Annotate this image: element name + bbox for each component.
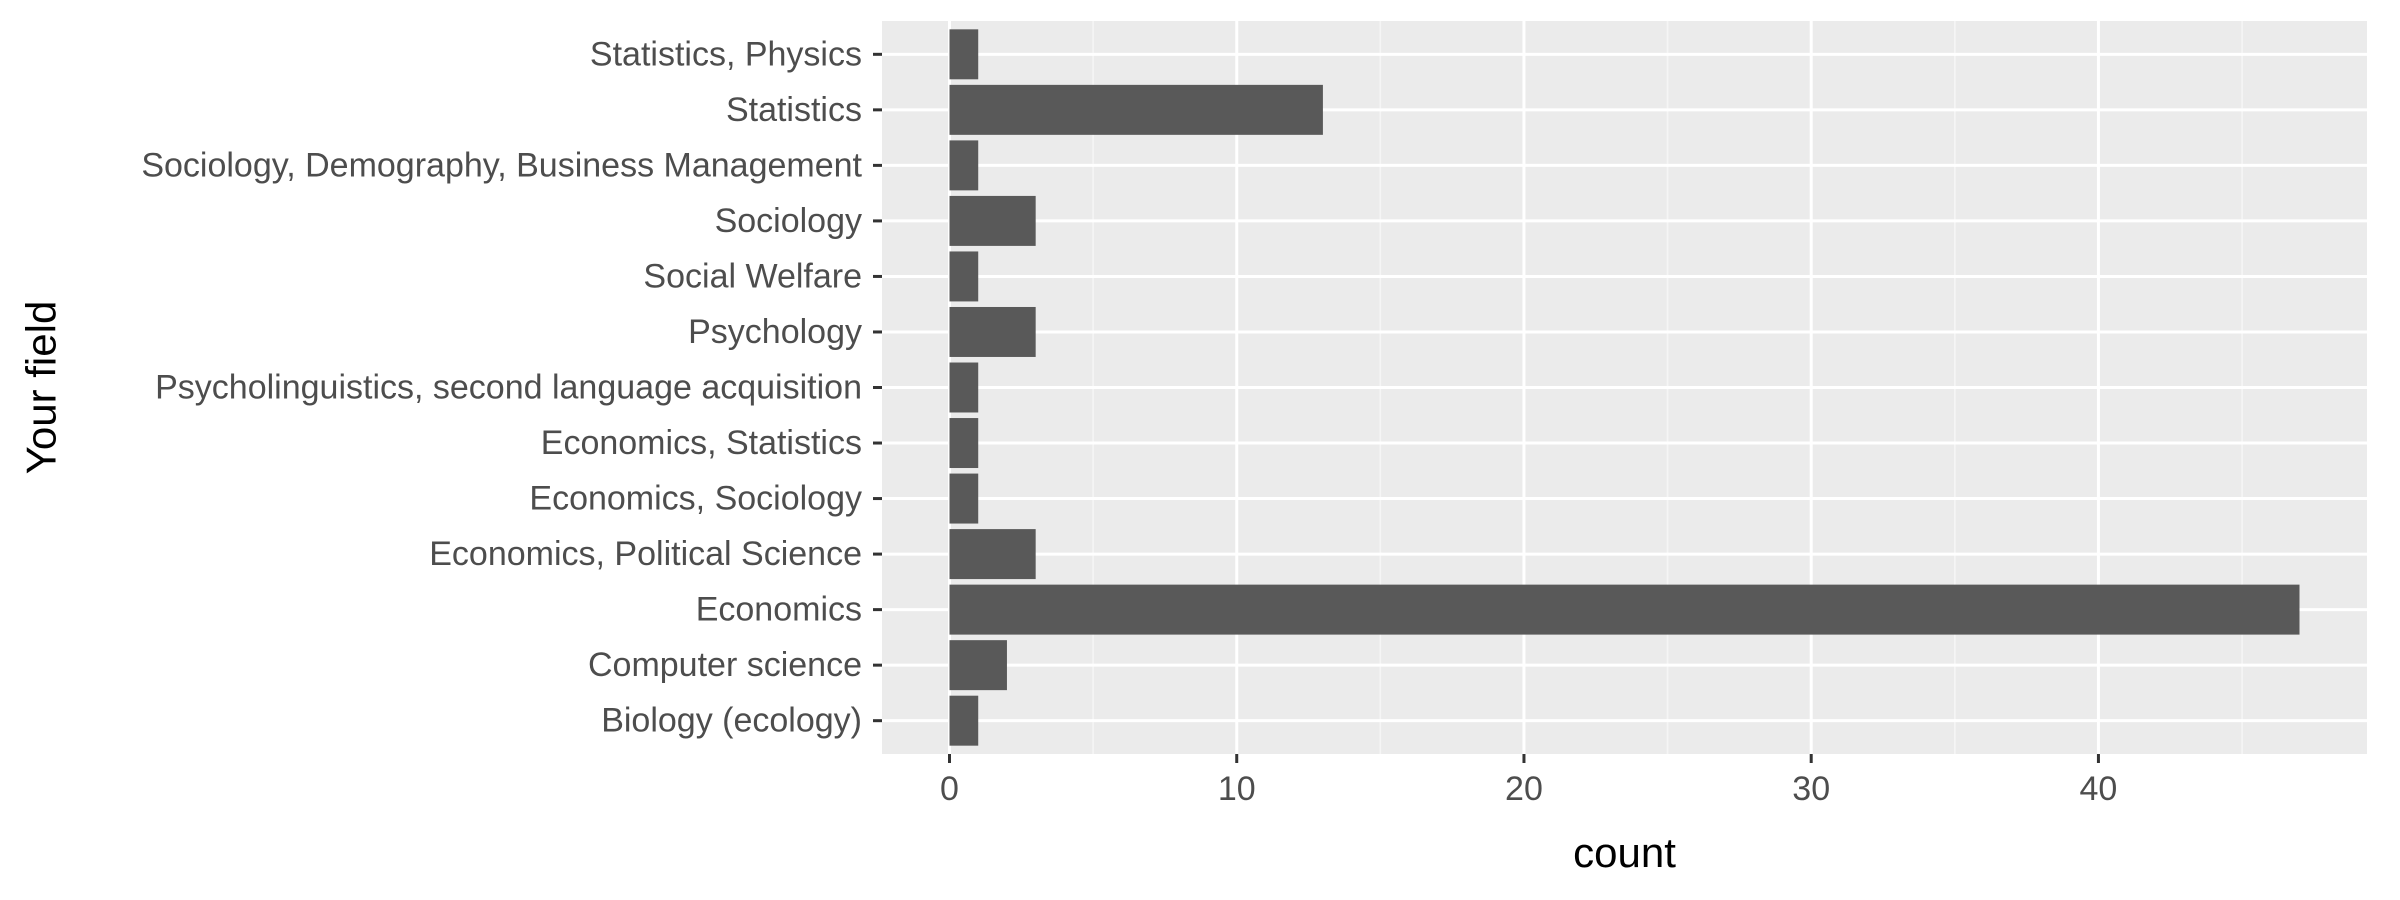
x-tick-label: 30 bbox=[1792, 770, 1830, 808]
bar bbox=[949, 473, 979, 524]
bars-layer bbox=[949, 29, 2300, 746]
bar bbox=[949, 418, 979, 469]
x-tick-label: 20 bbox=[1505, 770, 1543, 808]
bar bbox=[949, 584, 2300, 635]
y-tick-label: Statistics bbox=[726, 91, 862, 129]
bar bbox=[949, 140, 979, 191]
y-axis: Biology (ecology) Computer science Economi… bbox=[141, 35, 882, 740]
grid-layer bbox=[882, 21, 2367, 754]
bar bbox=[949, 640, 1007, 691]
x-tick-label: 0 bbox=[940, 770, 959, 808]
y-axis-title: Your field bbox=[18, 301, 65, 475]
bar bbox=[949, 695, 979, 746]
x-axis-title: count bbox=[1573, 829, 1676, 876]
bar bbox=[949, 529, 1036, 580]
bar bbox=[949, 362, 979, 413]
bar bbox=[949, 29, 979, 80]
x-tick-label: 10 bbox=[1218, 770, 1256, 808]
y-tick-label: Economics, Political Science bbox=[429, 535, 862, 573]
bar bbox=[949, 84, 1323, 135]
y-tick-label: Biology (ecology) bbox=[601, 702, 862, 740]
y-tick-label: Economics bbox=[696, 591, 862, 629]
y-tick-label: Economics, Statistics bbox=[541, 424, 862, 462]
x-tick-label: 40 bbox=[2080, 770, 2118, 808]
y-tick-label: Economics, Sociology bbox=[529, 480, 862, 518]
y-tick-label: Psychology bbox=[688, 313, 862, 351]
y-tick-label: Sociology bbox=[715, 202, 862, 240]
y-tick-label: Psycholinguistics, second language acqui… bbox=[155, 369, 862, 407]
y-tick-label: Computer science bbox=[588, 646, 862, 684]
bar bbox=[949, 306, 1036, 357]
y-tick-label: Statistics, Physics bbox=[590, 35, 862, 73]
bar bbox=[949, 195, 1036, 246]
x-axis: 0 10 20 30 40 bbox=[940, 754, 2117, 808]
bar bbox=[949, 251, 979, 302]
y-tick-label: Social Welfare bbox=[643, 257, 862, 295]
y-tick-label: Sociology, Demography, Business Manageme… bbox=[141, 146, 862, 184]
